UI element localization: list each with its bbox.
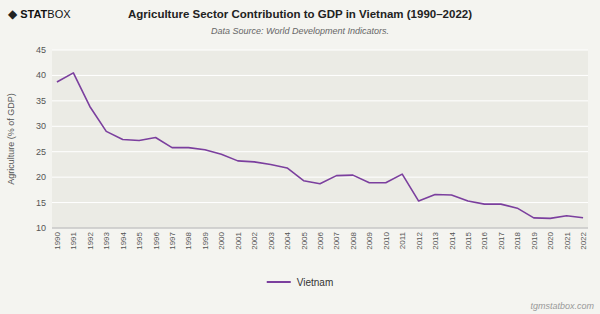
legend-label: Vietnam — [297, 277, 334, 288]
x-tick-label: 2008 — [349, 231, 358, 249]
x-tick-label: 2007 — [332, 231, 341, 249]
grid-line — [52, 100, 588, 101]
chart: ◆STATBOX Agriculture Sector Contribution … — [0, 0, 600, 314]
x-tick-label: 2009 — [365, 231, 374, 249]
logo-icon: ◆ — [8, 7, 18, 21]
x-tick-label: 1990 — [53, 231, 62, 249]
x-tick-label: 1995 — [135, 231, 144, 249]
background — [0, 0, 600, 314]
subtitle: Data Source: World Development Indicator… — [211, 26, 389, 36]
x-tick-label: 1998 — [184, 231, 193, 249]
y-tick-label: 20 — [36, 172, 46, 182]
y-tick-label: 45 — [36, 45, 46, 55]
x-axis-line — [52, 228, 588, 229]
x-tick-label: 1997 — [168, 231, 177, 249]
x-tick-label: 1991 — [69, 231, 78, 249]
x-tick-label: 2018 — [513, 231, 522, 249]
x-tick-label: 1996 — [152, 231, 161, 249]
y-tick-label: 40 — [36, 70, 46, 80]
x-tick-label: 1994 — [119, 231, 128, 249]
grid-line — [52, 126, 588, 127]
x-tick-label: 2017 — [497, 231, 506, 249]
x-tick-label: 2019 — [530, 231, 539, 249]
plot-marks — [57, 73, 583, 218]
x-tick-label: 2022 — [579, 231, 588, 249]
x-tick-label: 2021 — [563, 231, 572, 249]
y-tick-label: 25 — [36, 147, 46, 157]
x-tick-label: 2003 — [267, 231, 276, 249]
x-tick-label: 2016 — [480, 231, 489, 249]
legend: Vietnam — [267, 277, 334, 288]
y-tick-label: 10 — [36, 223, 46, 233]
y-axis-label: Agriculture (% of GDP) — [6, 93, 16, 185]
x-tick-label: 2010 — [382, 231, 391, 249]
grid-line — [52, 75, 588, 76]
watermark: tgmstatbox.com — [530, 301, 594, 311]
grid-line — [52, 50, 588, 51]
logo-stat: STAT — [20, 8, 47, 20]
grid-line — [52, 228, 588, 229]
x-tick-label: 2015 — [464, 231, 473, 249]
y-tick-label: 30 — [36, 121, 46, 131]
x-tick-label: 1993 — [102, 231, 111, 249]
x-tick-label: 2014 — [448, 231, 457, 249]
plot-area — [52, 50, 588, 228]
x-tick-label: 1992 — [86, 231, 95, 249]
grid-line — [52, 151, 588, 152]
grid-line — [52, 177, 588, 178]
x-tick-label: 2011 — [398, 231, 407, 249]
x-tick-label: 2013 — [431, 231, 440, 249]
x-tick-label: 2004 — [283, 231, 292, 249]
y-tick-label: 35 — [36, 96, 46, 106]
y-tick-label: 15 — [36, 198, 46, 208]
x-tick-label: 2012 — [415, 231, 424, 249]
x-tick-label: 2001 — [234, 231, 243, 249]
line — [57, 73, 583, 218]
x-tick-label: 2002 — [250, 231, 259, 249]
x-tick-label: 2020 — [546, 231, 555, 249]
x-tick-label: 1999 — [201, 231, 210, 249]
grid-line — [52, 202, 588, 203]
x-tick-label: 2005 — [300, 231, 309, 249]
legend-swatch — [267, 281, 291, 283]
title: Agriculture Sector Contribution to GDP i… — [128, 8, 472, 20]
logo-box: BOX — [47, 8, 71, 20]
x-tick-label: 2000 — [217, 231, 226, 249]
x-tick-label: 2006 — [316, 231, 325, 249]
